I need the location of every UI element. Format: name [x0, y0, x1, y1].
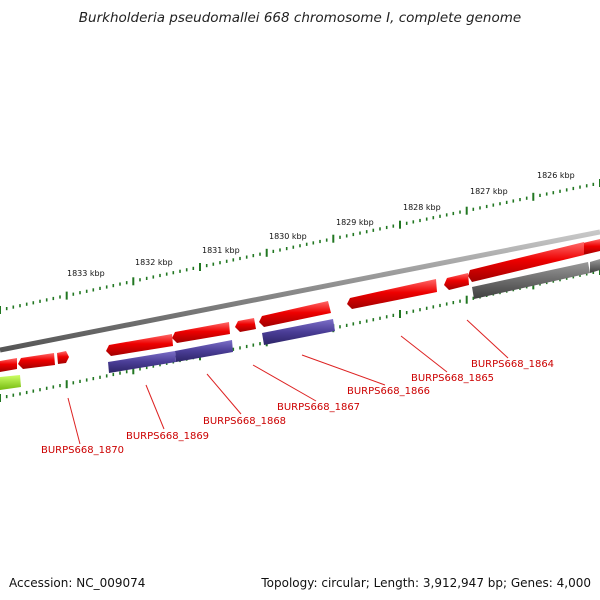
gene-arrow[interactable] [259, 301, 331, 327]
gene-label-1870[interactable]: BURPS668_1870 [41, 445, 124, 456]
scale-label-1832: 1832 kbp [135, 258, 173, 267]
gene-label-1865[interactable]: BURPS668_1865 [411, 373, 494, 384]
accession-text: Accession: NC_009074 [9, 576, 146, 590]
gene-arrow[interactable] [172, 322, 230, 343]
scale-label-1833: 1833 kbp [67, 269, 105, 278]
gene-arrow[interactable] [0, 358, 17, 372]
gene-arrow[interactable] [583, 239, 600, 255]
scale-label-1831: 1831 kbp [202, 246, 240, 255]
topology-stats: Topology: circular; Length: 3,912,947 bp… [261, 576, 591, 590]
map-title: Burkholderia pseudomallei 668 chromosome… [78, 10, 522, 26]
scale-label-1827: 1827 kbp [470, 187, 508, 196]
gene-arrow[interactable] [444, 273, 469, 290]
gray-feature[interactable] [590, 259, 600, 273]
gray-feature[interactable] [472, 262, 590, 299]
forward-genes[interactable] [0, 239, 600, 372]
gene-arrow[interactable] [106, 334, 173, 356]
gene-label-1864[interactable]: BURPS668_1864 [471, 359, 554, 370]
gene-arrow[interactable] [235, 318, 256, 332]
scale-label-1830: 1830 kbp [269, 232, 307, 241]
gene-label-1867[interactable]: BURPS668_1867 [277, 402, 360, 413]
outer-scale-ticks [0, 179, 600, 314]
purple-feature[interactable] [108, 351, 176, 373]
scale-label-1828: 1828 kbp [403, 203, 441, 212]
purple-feature[interactable] [175, 340, 233, 362]
inner-features[interactable] [0, 259, 600, 390]
gene-label-1869[interactable]: BURPS668_1869 [126, 431, 209, 442]
gene-arrow[interactable] [347, 279, 437, 309]
gene-label-1868[interactable]: BURPS668_1868 [203, 416, 286, 427]
gene-arrow[interactable] [468, 242, 584, 282]
gene-arrow[interactable] [57, 351, 69, 364]
gene-label-1866[interactable]: BURPS668_1866 [347, 386, 430, 397]
highlight-feature[interactable] [0, 375, 21, 390]
purple-feature[interactable] [262, 319, 335, 345]
callout-lines [67, 319, 509, 445]
gene-arrow[interactable] [18, 353, 55, 369]
scale-label-1826: 1826 kbp [537, 171, 575, 180]
scale-label-1829: 1829 kbp [336, 218, 374, 227]
chromosome-backbone [0, 229, 600, 353]
